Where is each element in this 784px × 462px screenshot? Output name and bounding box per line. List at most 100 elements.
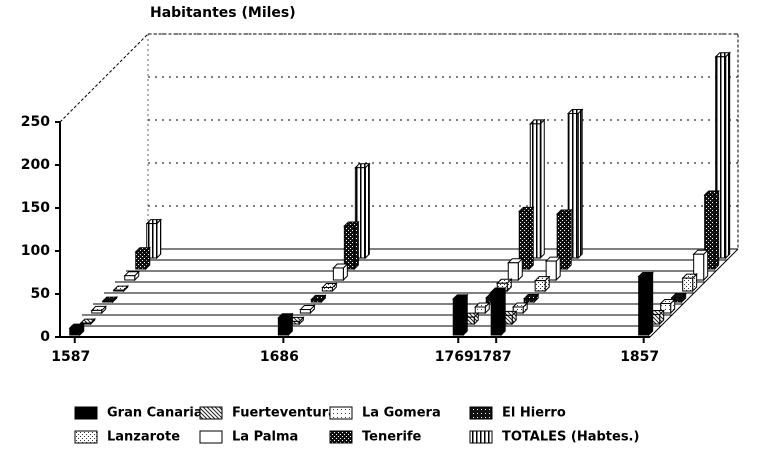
bar [277, 312, 294, 337]
bar [637, 271, 654, 337]
bar-front [91, 309, 103, 314]
legend-label: TOTALES (Habtes.) [502, 430, 639, 445]
bar-front [299, 309, 311, 314]
bar-front [567, 113, 579, 259]
bar [692, 248, 709, 282]
x-tick-label: 1787 [473, 349, 512, 365]
bar-front [69, 327, 81, 336]
legend-label: Tenerife [362, 430, 422, 445]
bar [500, 310, 518, 326]
y-tick-label: 100 [21, 243, 50, 259]
bar-front [452, 298, 464, 336]
bar [474, 301, 491, 315]
bar-side [648, 271, 654, 337]
bar-front [102, 300, 114, 303]
bar-side [500, 286, 506, 337]
bar [101, 295, 118, 304]
bar-front [321, 287, 333, 292]
bar [310, 294, 327, 304]
bar-front [113, 289, 125, 292]
bar-side [539, 118, 545, 260]
bar-side [156, 218, 162, 260]
bar-side [528, 206, 534, 271]
bar-front [715, 56, 727, 259]
legend-swatch [74, 406, 98, 420]
bar-side [462, 293, 468, 337]
y-tick-label: 0 [40, 329, 50, 345]
legend-label: La Gomera [362, 406, 441, 421]
bar [496, 278, 513, 293]
bar-front [277, 317, 289, 336]
bar [659, 298, 676, 315]
legend-label: La Palma [232, 430, 298, 445]
bar-side [577, 108, 583, 260]
bar [90, 305, 107, 315]
bar [681, 272, 698, 293]
bar-front [474, 306, 486, 314]
legend-label: Fuerteventura [232, 406, 337, 421]
x-tick-label: 1857 [620, 349, 659, 365]
y-tick-label: 50 [31, 286, 51, 302]
bar-side [725, 51, 731, 260]
bar [511, 301, 529, 315]
bar-front [354, 167, 366, 259]
x-tick-label: 1587 [51, 349, 90, 365]
legend-label: Gran Canaria [107, 406, 203, 421]
bar [703, 189, 720, 271]
legend-swatch [329, 430, 353, 444]
legend-swatch [74, 430, 98, 444]
bar-front [523, 298, 535, 303]
bar-front [146, 223, 158, 259]
bar-front [518, 210, 530, 270]
bar-front [704, 194, 716, 270]
bar-front [693, 253, 705, 281]
y-tick-label: 200 [21, 157, 50, 173]
bar [714, 51, 731, 260]
bar [555, 208, 573, 271]
bar [332, 262, 349, 282]
legend-swatch [199, 430, 223, 444]
bar-front [310, 298, 322, 303]
bar-front [529, 123, 541, 259]
bar [507, 257, 524, 282]
y-tick-label: 250 [21, 114, 50, 130]
floor-right [649, 248, 739, 338]
y-tick-label: 150 [21, 200, 50, 216]
bar [123, 270, 140, 282]
bar [452, 293, 469, 337]
bar-front [507, 262, 519, 281]
bar-front [682, 277, 694, 292]
bar [79, 317, 96, 326]
bar [544, 255, 562, 282]
bar-side [703, 248, 709, 282]
x-tick-label: 1686 [260, 349, 299, 365]
legend-swatch [199, 406, 223, 420]
bar [354, 162, 371, 260]
bar [489, 286, 507, 337]
bar [670, 292, 687, 304]
bar-front [124, 275, 136, 281]
bar [112, 284, 129, 293]
legend-swatch [329, 406, 353, 420]
bar-front [343, 225, 355, 270]
bar-front [534, 280, 546, 292]
bar-front [638, 276, 650, 336]
bar-front [556, 213, 568, 270]
legend-swatch [469, 430, 493, 444]
bar-side [353, 220, 359, 271]
legend-label: Lanzarote [107, 430, 180, 445]
bar-front [545, 260, 557, 281]
bar [299, 304, 316, 315]
legend-swatch [469, 406, 493, 420]
chart-title: Habitantes (Miles) [150, 5, 296, 21]
bar-front [512, 306, 524, 314]
bar [343, 220, 360, 271]
bar [648, 309, 665, 326]
bar-front [80, 322, 92, 325]
bar [533, 275, 551, 293]
bar-side [364, 162, 370, 260]
bar [518, 206, 535, 271]
bar-front [490, 291, 502, 336]
bar [68, 322, 85, 337]
